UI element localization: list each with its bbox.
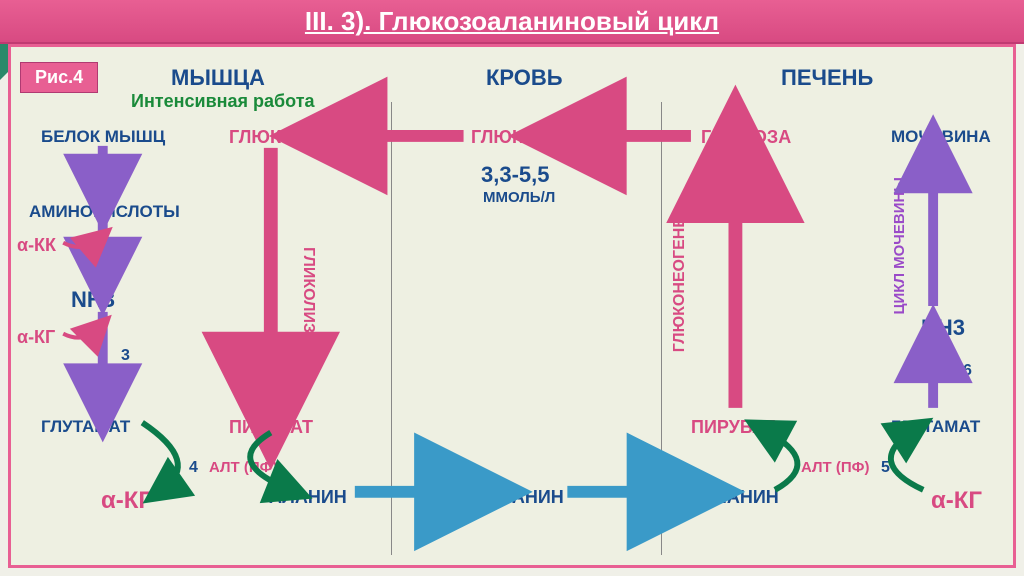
glucose-blood: ГЛЮКОЗА <box>471 127 561 148</box>
a-kg-liver: α-КГ <box>931 487 982 515</box>
gluconeogenesis: ГЛЮКОНЕОГЕНЕЗ <box>671 207 689 352</box>
divider-1 <box>391 102 392 555</box>
page-title: III. 3). Глюкозоаланиновый цикл <box>305 6 719 37</box>
title-bar: III. 3). Глюкозоаланиновый цикл <box>0 0 1024 44</box>
col-muscle: МЫШЦА <box>171 65 265 91</box>
amino-acids: АМИНОКИСЛОТЫ <box>29 202 180 222</box>
alanine-liver: АЛАНИН <box>701 487 779 508</box>
muscle-protein: БЕЛОК МЫШЦ <box>41 127 165 147</box>
alanine-blood: АЛАНИН <box>486 487 564 508</box>
pyruvate-liver: ПИРУВАТ <box>691 417 775 438</box>
alt-2: АЛТ (ПФ) <box>801 459 869 476</box>
step-5: 5 <box>881 459 890 477</box>
glucose-liver: ГЛЮКОЗА <box>701 127 791 148</box>
blood-range: 3,3-5,5 <box>481 162 550 188</box>
step-6: 6 <box>963 362 972 380</box>
glycolysis: ГЛИКОЛИЗ <box>299 247 317 333</box>
glucose-muscle: ГЛЮКОЗА <box>229 127 319 148</box>
nh3-liver: NH3 <box>921 315 965 341</box>
a-kg-side: α-КГ <box>17 327 55 348</box>
urea-cycle: ЦИКЛ МОЧЕВИНЫ <box>891 177 908 314</box>
subtitle: Интенсивная работа <box>131 91 315 112</box>
diagram-canvas: МЫШЦА КРОВЬ ПЕЧЕНЬ Интенсивная работа БЕ… <box>8 44 1016 568</box>
nh3-muscle: NH3 <box>71 287 115 313</box>
figure-label: Рис.4 <box>20 62 98 93</box>
col-blood: КРОВЬ <box>486 65 563 91</box>
a-kg-muscle: α-КГ <box>101 487 152 515</box>
step-4: 4 <box>189 459 198 477</box>
pyruvate-muscle: ПИРУВАТ <box>229 417 313 438</box>
step-1: 1 <box>121 159 130 177</box>
col-liver: ПЕЧЕНЬ <box>781 65 873 91</box>
alt-1: АЛТ (ПФ) <box>209 459 277 476</box>
a-kk: α-КК <box>17 235 56 256</box>
divider-2 <box>661 102 662 555</box>
step-3: 3 <box>121 347 130 365</box>
glutamate-muscle: ГЛУТАМАТ <box>41 417 130 437</box>
urea: МОЧЕВИНА <box>891 127 991 147</box>
alanine-muscle: АЛАНИН <box>269 487 347 508</box>
step-2: 2 <box>121 242 130 260</box>
glutamate-liver: ГЛУТАМАТ <box>891 417 980 437</box>
blood-unit: ММОЛЬ/Л <box>483 189 555 206</box>
